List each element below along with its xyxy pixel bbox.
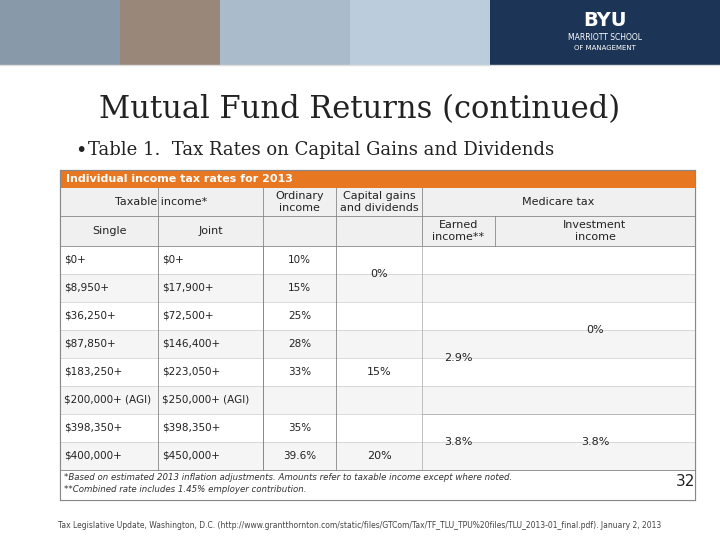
Text: 28%: 28% <box>288 339 311 349</box>
Text: MARRIOTT SCHOOL: MARRIOTT SCHOOL <box>568 33 642 43</box>
Text: BYU: BYU <box>583 10 626 30</box>
Text: 39.6%: 39.6% <box>283 451 316 461</box>
Text: 32: 32 <box>675 475 695 489</box>
Bar <box>60 442 695 470</box>
Bar <box>60 274 695 302</box>
Text: $250,000+ (AGI): $250,000+ (AGI) <box>163 395 250 405</box>
Text: $400,000+: $400,000+ <box>64 451 122 461</box>
Text: $223,050+: $223,050+ <box>163 367 220 377</box>
Text: Capital gains
and dividends: Capital gains and dividends <box>340 191 418 213</box>
Text: Individual income tax rates for 2013: Individual income tax rates for 2013 <box>66 174 293 184</box>
Text: 20%: 20% <box>366 451 392 461</box>
Text: OF MANAGEMENT: OF MANAGEMENT <box>574 45 636 51</box>
Text: 10%: 10% <box>288 255 311 265</box>
Bar <box>60 330 695 358</box>
Bar <box>60 386 695 414</box>
Text: $183,250+: $183,250+ <box>64 367 122 377</box>
Text: 3.8%: 3.8% <box>581 437 609 447</box>
Bar <box>60 470 695 500</box>
Text: Ordinary
income: Ordinary income <box>276 191 324 213</box>
Bar <box>490 0 720 65</box>
Bar <box>120 0 220 65</box>
Text: 15%: 15% <box>366 367 392 377</box>
Text: 35%: 35% <box>288 423 311 433</box>
Text: Table 1.  Tax Rates on Capital Gains and Dividends: Table 1. Tax Rates on Capital Gains and … <box>88 141 554 159</box>
Text: 3.8%: 3.8% <box>444 437 472 447</box>
Bar <box>60 170 695 188</box>
Text: Taxable income*: Taxable income* <box>115 197 208 207</box>
Text: 15%: 15% <box>288 283 311 293</box>
Text: Single: Single <box>92 226 127 236</box>
Text: *Based on estimated 2013 inflation adjustments. Amounts refer to taxable income : *Based on estimated 2013 inflation adjus… <box>64 474 512 483</box>
Bar <box>0 0 120 65</box>
Text: $146,400+: $146,400+ <box>163 339 220 349</box>
Bar <box>60 302 695 330</box>
Text: 0%: 0% <box>586 325 604 335</box>
Bar <box>60 246 695 274</box>
Bar <box>0 0 720 65</box>
Text: $200,000+ (AGI): $200,000+ (AGI) <box>64 395 151 405</box>
Text: $398,350+: $398,350+ <box>64 423 122 433</box>
Text: 33%: 33% <box>288 367 311 377</box>
Text: $398,350+: $398,350+ <box>163 423 220 433</box>
Text: •: • <box>75 140 86 159</box>
Text: Tax Legislative Update, Washington, D.C. (http://www.grantthornton.com/static/fi: Tax Legislative Update, Washington, D.C.… <box>58 521 662 530</box>
Bar <box>60 188 695 216</box>
Text: 2.9%: 2.9% <box>444 353 473 363</box>
Text: 0%: 0% <box>370 269 388 279</box>
Bar <box>60 216 695 246</box>
Text: $450,000+: $450,000+ <box>163 451 220 461</box>
Text: Joint: Joint <box>199 226 223 236</box>
Text: $0+: $0+ <box>163 255 184 265</box>
Text: Earned
income**: Earned income** <box>433 220 485 242</box>
Text: $0+: $0+ <box>64 255 86 265</box>
Text: $8,950+: $8,950+ <box>64 283 109 293</box>
Text: $87,850+: $87,850+ <box>64 339 116 349</box>
Bar <box>220 0 350 65</box>
Bar <box>60 414 695 442</box>
Text: **Combined rate includes 1.45% employer contribution.: **Combined rate includes 1.45% employer … <box>64 485 307 495</box>
Text: 25%: 25% <box>288 311 311 321</box>
Text: $36,250+: $36,250+ <box>64 311 116 321</box>
Text: Investment
income: Investment income <box>563 220 626 242</box>
Text: Medicare tax: Medicare tax <box>522 197 595 207</box>
Bar <box>350 0 490 65</box>
Bar <box>60 358 695 386</box>
Text: Mutual Fund Returns (continued): Mutual Fund Returns (continued) <box>99 94 621 125</box>
Bar <box>60 170 695 500</box>
Text: $17,900+: $17,900+ <box>163 283 214 293</box>
Text: $72,500+: $72,500+ <box>163 311 214 321</box>
